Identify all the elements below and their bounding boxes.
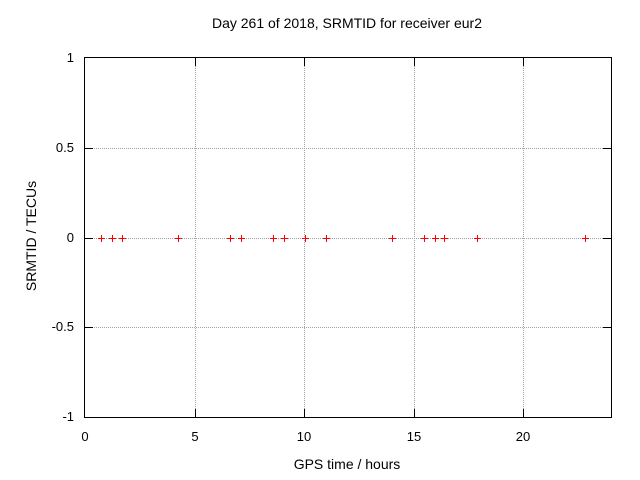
plus-marker-icon <box>474 235 481 242</box>
tick-mark-bottom <box>195 409 196 417</box>
y-tick-label: 0 <box>66 230 74 245</box>
plus-marker-icon <box>175 235 182 242</box>
y-tick-label: -0.5 <box>51 319 74 334</box>
plus-marker-icon <box>238 235 245 242</box>
tick-mark-top <box>523 58 524 66</box>
plus-marker-icon <box>582 235 589 242</box>
grid-line-horizontal <box>85 238 611 239</box>
x-tick-label: 0 <box>81 429 89 444</box>
grid-line-horizontal <box>85 327 611 328</box>
plus-marker-icon <box>98 235 105 242</box>
y-tick-label: -1 <box>62 409 74 424</box>
tick-mark-bottom <box>414 409 415 417</box>
tick-mark-right <box>603 238 611 239</box>
plus-marker-icon <box>432 235 439 242</box>
plot-area: 0 5 10 15 20 1 0.5 0 -0.5 -1 <box>52 50 612 444</box>
grid-line-vertical <box>414 58 415 417</box>
tick-mark-top <box>304 58 305 66</box>
tick-mark-left <box>85 238 93 239</box>
plus-marker-icon <box>119 235 126 242</box>
plus-marker-icon <box>441 235 448 242</box>
tick-mark-left <box>85 148 93 149</box>
grid-line-vertical <box>304 58 305 417</box>
tick-mark-top <box>414 58 415 66</box>
tick-mark-right <box>603 327 611 328</box>
y-tick-label: 0.5 <box>55 140 74 155</box>
tick-mark-bottom <box>523 409 524 417</box>
x-tick-label: 15 <box>406 429 422 444</box>
x-tick-label: 10 <box>296 429 312 444</box>
grid-line-vertical <box>195 58 196 417</box>
grid-line-vertical <box>523 58 524 417</box>
plus-marker-icon <box>109 235 116 242</box>
tick-mark-right <box>603 148 611 149</box>
x-axis-label: GPS time / hours <box>293 456 401 472</box>
tick-mark-top <box>195 58 196 66</box>
x-tick-label: 5 <box>191 429 199 444</box>
plus-marker-icon <box>281 235 288 242</box>
plus-marker-icon <box>389 235 396 242</box>
grid-line-horizontal <box>85 148 611 149</box>
tick-mark-bottom <box>304 409 305 417</box>
x-tick-label: 20 <box>515 429 531 444</box>
plus-marker-icon <box>270 235 277 242</box>
y-tick-label: 1 <box>66 50 74 65</box>
chart-title: Day 261 of 2018, SRMTID for receiver eur… <box>211 15 482 31</box>
tick-mark-left <box>85 327 93 328</box>
plus-marker-icon <box>227 235 234 242</box>
plus-marker-icon <box>421 235 428 242</box>
plus-marker-icon <box>323 235 330 242</box>
plus-marker-icon <box>302 235 309 242</box>
